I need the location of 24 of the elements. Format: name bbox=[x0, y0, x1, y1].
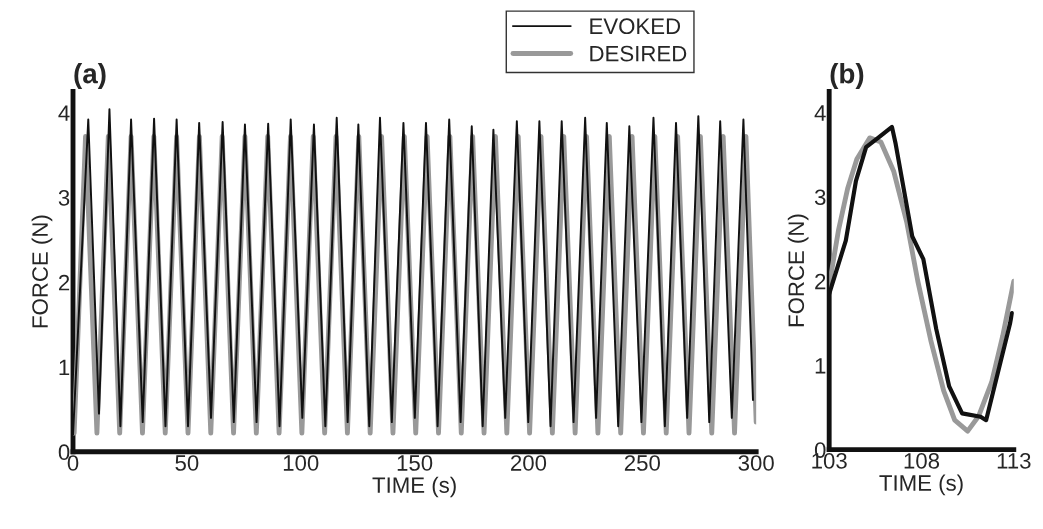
x-axis-title: TIME (s) bbox=[879, 474, 963, 496]
x-tick-label: 250 bbox=[624, 455, 660, 471]
chart-title: (b) bbox=[830, 63, 864, 89]
x-tick-label: 300 bbox=[738, 455, 774, 471]
x-axis-title: TIME (s) bbox=[372, 476, 456, 498]
y-tick-label: 3 bbox=[814, 189, 826, 206]
y-tick-label: 2 bbox=[815, 273, 826, 290]
legend-label: DESIRED bbox=[590, 45, 687, 62]
x-tick-label: 150 bbox=[397, 455, 433, 471]
x-tick-label: 50 bbox=[175, 455, 199, 471]
y-tick-label: 2 bbox=[58, 274, 70, 291]
y-tick-label: 1 bbox=[815, 358, 826, 374]
y-tick-label: 4 bbox=[58, 105, 70, 121]
x-tick-label: 113 bbox=[997, 453, 1031, 469]
y-axis-title: FORCE (N) bbox=[787, 214, 809, 327]
y-tick-label: 1 bbox=[59, 359, 70, 376]
chart-title: (a) bbox=[74, 63, 106, 89]
y-tick-label: 3 bbox=[58, 190, 70, 206]
x-tick-label: 108 bbox=[904, 453, 940, 469]
y-tick-label: 4 bbox=[814, 105, 826, 121]
x-tick-label: 200 bbox=[511, 455, 547, 471]
y-axis-title: FORCE (N) bbox=[31, 215, 53, 328]
x-tick-label: 100 bbox=[283, 455, 319, 471]
legend-label: EVOKED bbox=[590, 18, 681, 35]
